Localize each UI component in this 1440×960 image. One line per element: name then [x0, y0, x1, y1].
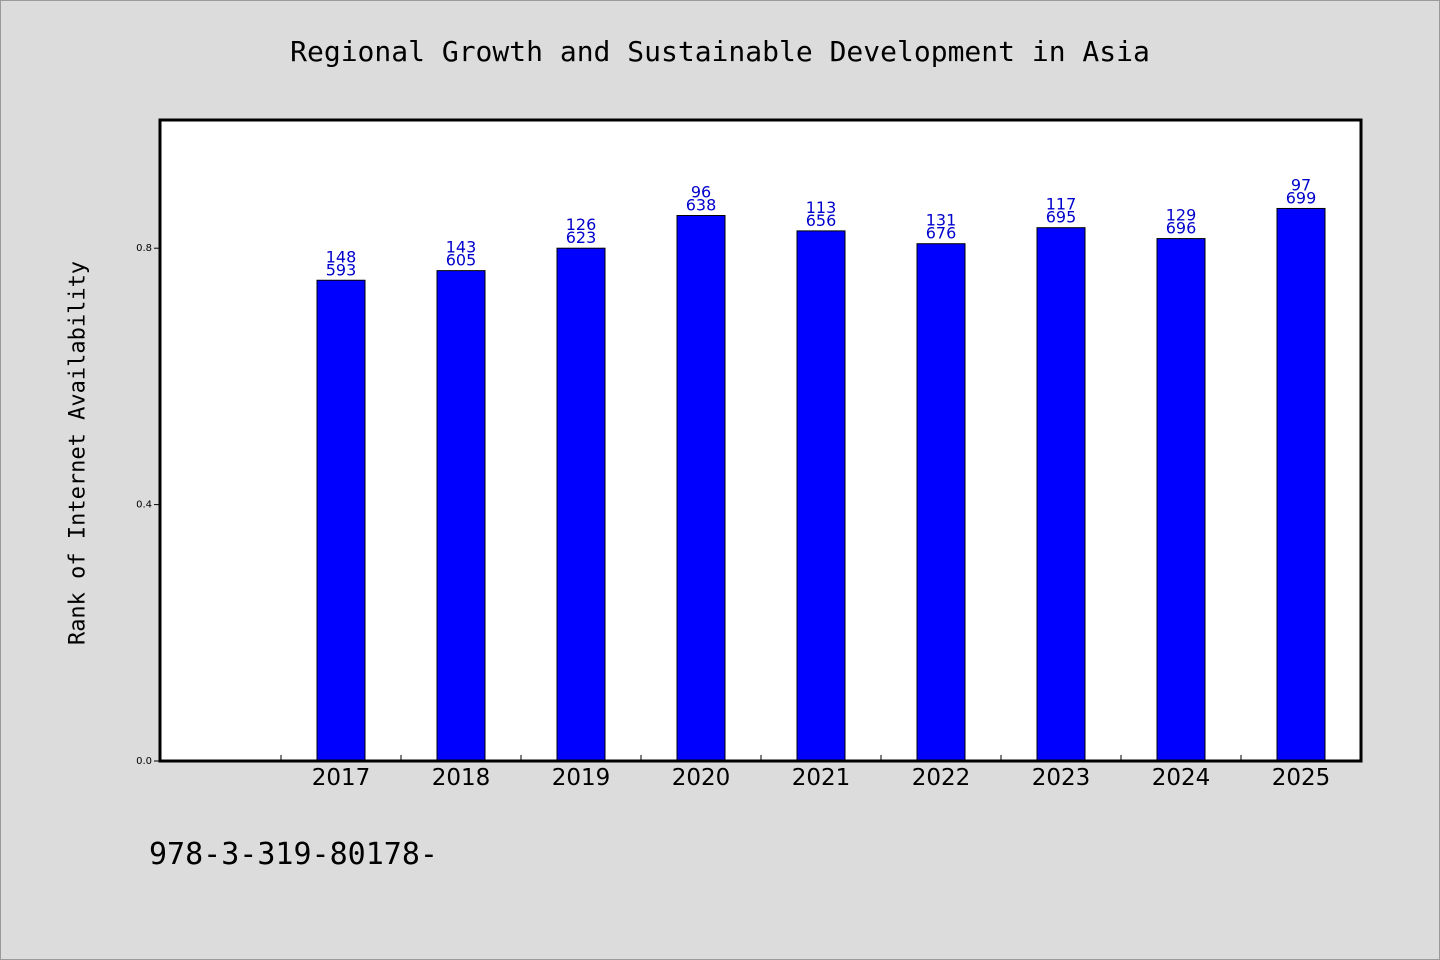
data-label-bottom: 638 [686, 196, 717, 215]
plot-frame [158, 118, 1363, 763]
data-label-top: 113 [806, 198, 837, 217]
data-label-top: 117 [1046, 195, 1077, 214]
x-tick-label: 2018 [432, 765, 491, 791]
y-tick-label: 0.0 [136, 756, 152, 767]
data-label-bottom: 695 [1046, 208, 1077, 227]
bar [556, 247, 606, 762]
x-tick-label: 2021 [792, 765, 851, 791]
data-label-bottom: 593 [326, 260, 357, 279]
data-label-bottom: 605 [446, 251, 477, 270]
data-label-top: 96 [691, 183, 711, 202]
x-tick-label: 2022 [912, 765, 971, 791]
x-tick-label: 2017 [312, 765, 371, 791]
bar [316, 279, 366, 762]
data-label-top: 143 [446, 238, 477, 257]
chart-title: Regional Growth and Sustainable Developm… [290, 35, 1150, 68]
bar [1156, 238, 1206, 762]
data-label-bottom: 623 [566, 228, 597, 247]
x-tick-label: 2020 [672, 765, 731, 791]
x-tick-label: 2023 [1032, 765, 1091, 791]
data-label-bottom: 696 [1166, 219, 1197, 238]
bar [796, 230, 846, 762]
data-label-top: 126 [566, 215, 597, 234]
x-tick-label: 2019 [552, 765, 611, 791]
bar [436, 270, 486, 762]
bar [1276, 207, 1326, 762]
footer-code: 978-3-319-80178- [149, 837, 438, 872]
bar [916, 243, 966, 762]
y-tick-label: 0.4 [136, 500, 152, 511]
data-label-top: 148 [326, 247, 357, 266]
y-tick-label: 0.8 [136, 243, 152, 254]
data-label-top: 97 [1291, 175, 1311, 194]
data-label-top: 131 [926, 211, 957, 230]
data-label-bottom: 656 [806, 211, 837, 230]
data-label-bottom: 676 [926, 224, 957, 243]
x-tick-label: 2025 [1272, 765, 1331, 791]
data-label-bottom: 699 [1286, 188, 1317, 207]
bar [676, 215, 726, 762]
bar [1036, 227, 1086, 762]
data-label-top: 129 [1166, 206, 1197, 225]
x-tick-label: 2024 [1152, 765, 1211, 791]
